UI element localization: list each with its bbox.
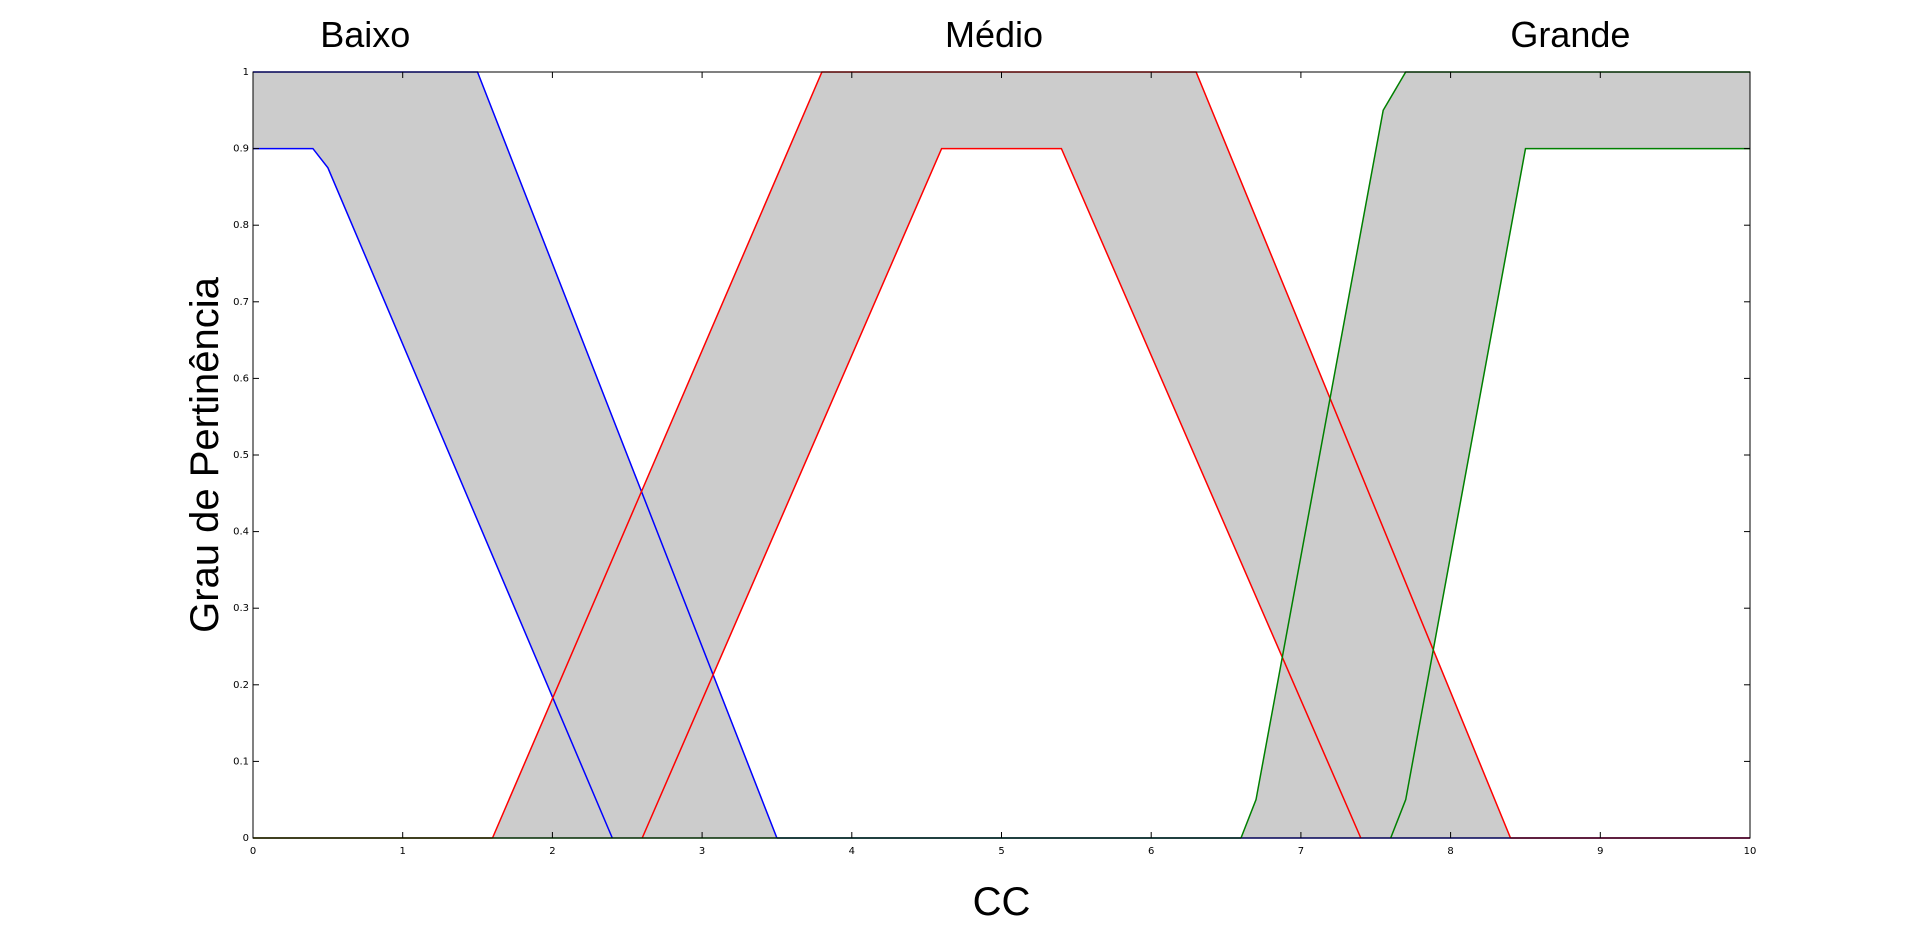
set-labels: Baixo Médio Grande <box>320 14 1630 55</box>
x-tick-label: 1 <box>400 846 406 857</box>
y-tick-label: 1 <box>243 67 249 78</box>
axis-ticks: 0 1 2 3 4 5 6 7 8 9 10 0 0.1 0.2 0.3 0.4 0.5 0.6 0.7 0.8 0.9… <box>233 67 1756 857</box>
grande-lower-line <box>1390 147 1750 839</box>
y-tick-label: 0.7 <box>233 297 249 308</box>
medio-band <box>492 72 1511 838</box>
x-tick-label: 2 <box>549 846 555 857</box>
x-tick-label: 3 <box>699 846 705 857</box>
y-tick-label: 0 <box>243 833 249 844</box>
x-tick-label: 5 <box>998 846 1004 857</box>
baixo-lower-line <box>253 147 613 839</box>
grande-band <box>1241 72 1750 838</box>
x-tick-label: 10 <box>1744 846 1757 857</box>
y-tick-label: 0.9 <box>233 144 249 155</box>
y-tick-label: 0.6 <box>233 373 249 384</box>
y-tick-label: 0.5 <box>233 450 249 461</box>
x-tick-label: 8 <box>1447 846 1453 857</box>
baixo-set-label: Baixo <box>320 14 410 55</box>
x-tick-label: 0 <box>250 846 256 857</box>
uncertainty-bands <box>253 72 1750 838</box>
x-tick-label: 6 <box>1148 846 1154 857</box>
y-tick-label: 0.2 <box>233 680 249 691</box>
medio-lower-line <box>641 147 1362 839</box>
y-tick-label: 0.1 <box>233 756 249 767</box>
y-axis-title: Grau de Pertinência <box>183 276 227 633</box>
x-tick-label: 9 <box>1597 846 1603 857</box>
grande-set-label: Grande <box>1510 14 1630 55</box>
y-tick-label: 0.4 <box>233 527 249 538</box>
x-tick-label: 7 <box>1298 846 1304 857</box>
medio-set-label: Médio <box>945 14 1043 55</box>
y-tick-label: 0.8 <box>233 220 249 231</box>
y-tick-label: 0.3 <box>233 603 249 614</box>
x-tick-label: 4 <box>849 846 855 857</box>
x-axis-title: CC <box>973 880 1031 924</box>
